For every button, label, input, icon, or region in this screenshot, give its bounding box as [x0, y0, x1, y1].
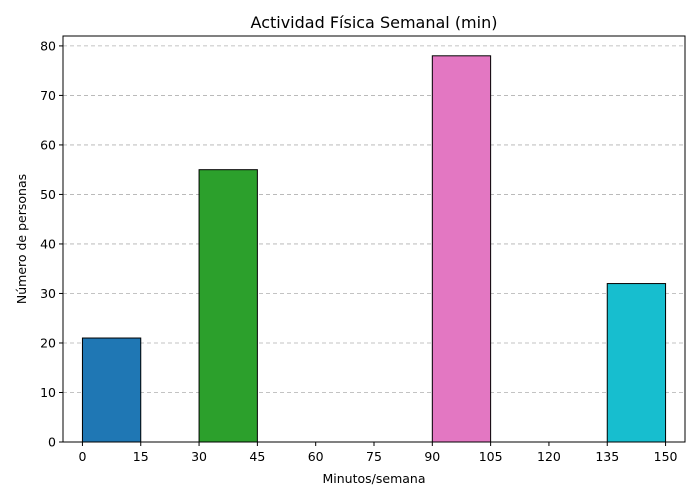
y-tick-label: 70 [40, 88, 56, 103]
y-tick-label: 40 [40, 236, 56, 251]
y-axis-label: Número de personas [14, 174, 29, 304]
y-tick-label: 30 [40, 286, 56, 301]
chart-title: Actividad Física Semanal (min) [251, 13, 498, 32]
y-tick-label: 20 [40, 335, 56, 350]
bar [431, 55, 492, 443]
y-axis: 0 10 20 30 40 50 60 70 80 [40, 38, 63, 450]
y-tick-label: 50 [40, 187, 56, 202]
y-tick-label: 60 [40, 137, 56, 152]
x-tick-label: 60 [308, 449, 324, 464]
bar [81, 337, 142, 443]
x-tick-label: 90 [424, 449, 440, 464]
y-tick-label: 10 [40, 385, 56, 400]
x-tick-label: 120 [537, 449, 561, 464]
x-tick-label: 45 [249, 449, 265, 464]
x-tick-label: 30 [191, 449, 207, 464]
x-tick-label: 75 [366, 449, 382, 464]
y-tick-label: 80 [40, 38, 56, 53]
x-tick-label: 135 [595, 449, 619, 464]
bars-layer [81, 55, 667, 443]
x-tick-label: 105 [479, 449, 503, 464]
bar [606, 283, 667, 443]
x-tick-label: 15 [133, 449, 149, 464]
x-axis: 0 15 30 45 60 75 90 105 120 135 150 [78, 442, 678, 464]
bar [198, 169, 258, 443]
y-tick-label: 0 [48, 435, 56, 450]
x-axis-label: Minutos/semana [323, 471, 426, 486]
x-tick-label: 0 [78, 449, 86, 464]
plot-frame [62, 35, 686, 443]
x-tick-label: 150 [654, 449, 678, 464]
grid-layer [63, 45, 685, 393]
